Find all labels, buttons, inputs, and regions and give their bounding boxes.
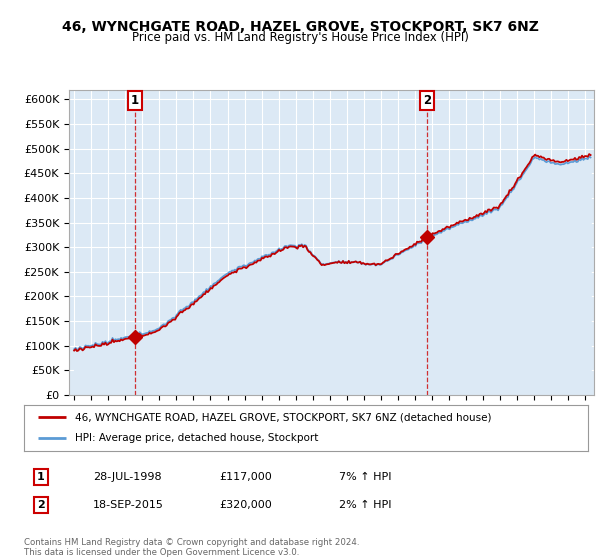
Text: 2% ↑ HPI: 2% ↑ HPI	[339, 500, 391, 510]
Text: 46, WYNCHGATE ROAD, HAZEL GROVE, STOCKPORT, SK7 6NZ: 46, WYNCHGATE ROAD, HAZEL GROVE, STOCKPO…	[62, 20, 538, 34]
Text: 1: 1	[37, 472, 44, 482]
Text: Price paid vs. HM Land Registry's House Price Index (HPI): Price paid vs. HM Land Registry's House …	[131, 31, 469, 44]
Text: 7% ↑ HPI: 7% ↑ HPI	[339, 472, 391, 482]
Text: 46, WYNCHGATE ROAD, HAZEL GROVE, STOCKPORT, SK7 6NZ (detached house): 46, WYNCHGATE ROAD, HAZEL GROVE, STOCKPO…	[75, 412, 491, 422]
Text: 2: 2	[423, 95, 431, 108]
Text: 2: 2	[37, 500, 44, 510]
Text: 28-JUL-1998: 28-JUL-1998	[93, 472, 161, 482]
Text: Contains HM Land Registry data © Crown copyright and database right 2024.
This d: Contains HM Land Registry data © Crown c…	[24, 538, 359, 557]
Text: £117,000: £117,000	[219, 472, 272, 482]
Text: 1: 1	[131, 95, 139, 108]
Text: £320,000: £320,000	[219, 500, 272, 510]
Text: HPI: Average price, detached house, Stockport: HPI: Average price, detached house, Stoc…	[75, 433, 318, 444]
Text: 18-SEP-2015: 18-SEP-2015	[93, 500, 164, 510]
